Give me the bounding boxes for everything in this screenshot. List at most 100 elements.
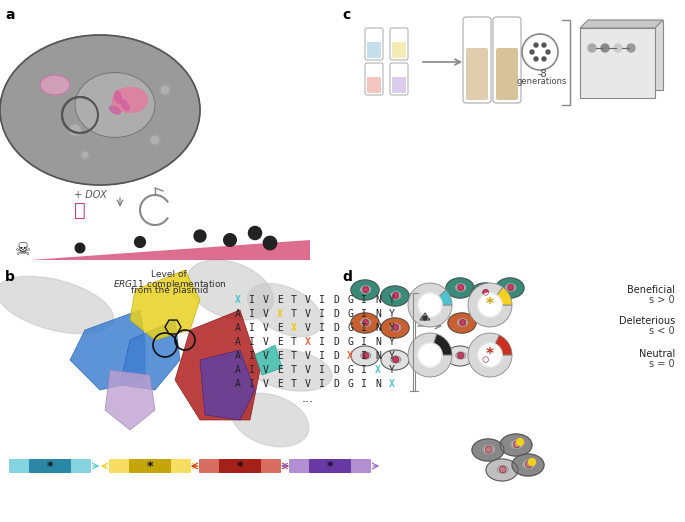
Circle shape xyxy=(249,227,262,240)
Ellipse shape xyxy=(391,292,401,299)
Text: V: V xyxy=(305,295,311,305)
FancyBboxPatch shape xyxy=(496,48,518,100)
Text: Beneficial: Beneficial xyxy=(627,285,675,295)
Circle shape xyxy=(614,44,622,52)
Text: Level of: Level of xyxy=(151,270,189,279)
Text: *: * xyxy=(47,460,53,473)
Ellipse shape xyxy=(456,352,466,359)
Circle shape xyxy=(460,319,466,325)
Text: I: I xyxy=(361,351,367,361)
Text: V: V xyxy=(263,309,269,319)
FancyBboxPatch shape xyxy=(367,77,381,93)
Wedge shape xyxy=(430,334,452,355)
Circle shape xyxy=(542,57,546,61)
FancyBboxPatch shape xyxy=(365,63,383,95)
Ellipse shape xyxy=(0,35,200,185)
Circle shape xyxy=(486,446,492,453)
Text: I: I xyxy=(319,309,325,319)
Circle shape xyxy=(508,284,514,290)
Circle shape xyxy=(478,293,502,317)
Text: I: I xyxy=(249,365,255,375)
Circle shape xyxy=(529,458,536,466)
Ellipse shape xyxy=(497,466,508,473)
Text: ☠: ☠ xyxy=(15,241,31,259)
Text: b: b xyxy=(5,270,15,284)
Wedge shape xyxy=(408,333,452,377)
Ellipse shape xyxy=(481,356,490,363)
Text: A: A xyxy=(235,337,241,347)
Text: I: I xyxy=(249,337,255,347)
Circle shape xyxy=(75,243,85,253)
Circle shape xyxy=(393,293,399,298)
Circle shape xyxy=(263,236,277,250)
Text: I: I xyxy=(361,379,367,389)
Text: Y: Y xyxy=(389,323,395,333)
Ellipse shape xyxy=(506,284,516,291)
Circle shape xyxy=(534,57,538,61)
Text: 🧬: 🧬 xyxy=(74,200,86,219)
FancyBboxPatch shape xyxy=(493,17,521,103)
Text: G: G xyxy=(347,295,353,305)
Text: V: V xyxy=(263,295,269,305)
Text: D: D xyxy=(333,365,339,375)
Circle shape xyxy=(458,353,464,358)
Ellipse shape xyxy=(381,286,409,306)
Text: G: G xyxy=(347,323,353,333)
FancyBboxPatch shape xyxy=(365,28,383,60)
Text: s < 0: s < 0 xyxy=(649,326,675,336)
Ellipse shape xyxy=(446,278,474,298)
Circle shape xyxy=(458,284,464,290)
Text: E: E xyxy=(277,295,283,305)
Ellipse shape xyxy=(248,349,332,391)
Text: T: T xyxy=(291,351,297,361)
Ellipse shape xyxy=(351,280,379,300)
Wedge shape xyxy=(468,283,512,327)
Text: E: E xyxy=(277,337,283,347)
Ellipse shape xyxy=(483,446,495,453)
FancyBboxPatch shape xyxy=(367,42,381,58)
Circle shape xyxy=(514,441,520,448)
Text: D: D xyxy=(333,337,339,347)
Circle shape xyxy=(627,44,635,52)
FancyBboxPatch shape xyxy=(466,48,488,100)
Text: *: * xyxy=(327,460,333,473)
Wedge shape xyxy=(430,290,452,305)
Text: G: G xyxy=(347,337,353,347)
Wedge shape xyxy=(408,283,452,327)
Text: D: D xyxy=(333,351,339,361)
Text: generations: generations xyxy=(516,77,567,87)
Polygon shape xyxy=(580,20,663,28)
Text: V: V xyxy=(263,351,269,361)
Text: *: * xyxy=(486,348,494,362)
Text: A: A xyxy=(235,309,241,319)
Text: G: G xyxy=(347,379,353,389)
Polygon shape xyxy=(175,310,260,420)
Text: X: X xyxy=(375,365,381,375)
Text: *: * xyxy=(237,460,243,473)
FancyBboxPatch shape xyxy=(309,459,351,473)
FancyBboxPatch shape xyxy=(390,28,408,60)
Text: I: I xyxy=(249,379,255,389)
Text: T: T xyxy=(291,379,297,389)
Circle shape xyxy=(81,151,89,159)
Text: A: A xyxy=(235,323,241,333)
Ellipse shape xyxy=(512,454,544,476)
Text: N: N xyxy=(375,323,381,333)
Ellipse shape xyxy=(481,289,490,296)
Circle shape xyxy=(69,124,81,136)
Polygon shape xyxy=(30,240,310,260)
Ellipse shape xyxy=(456,284,466,291)
Text: N: N xyxy=(375,337,381,347)
Text: I: I xyxy=(319,337,325,347)
Ellipse shape xyxy=(40,75,70,95)
Text: s = 0: s = 0 xyxy=(649,359,675,369)
Text: V: V xyxy=(263,337,269,347)
Text: I: I xyxy=(361,323,367,333)
Text: V: V xyxy=(263,379,269,389)
Text: d: d xyxy=(342,270,352,284)
Ellipse shape xyxy=(486,459,518,481)
Circle shape xyxy=(393,357,399,362)
Text: from the plasmid: from the plasmid xyxy=(132,286,209,295)
Text: X: X xyxy=(347,351,353,361)
Text: E: E xyxy=(277,323,283,333)
